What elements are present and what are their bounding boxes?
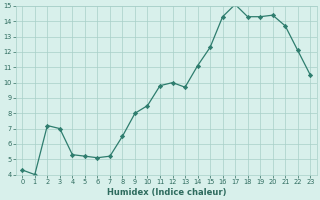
X-axis label: Humidex (Indice chaleur): Humidex (Indice chaleur) xyxy=(107,188,226,197)
